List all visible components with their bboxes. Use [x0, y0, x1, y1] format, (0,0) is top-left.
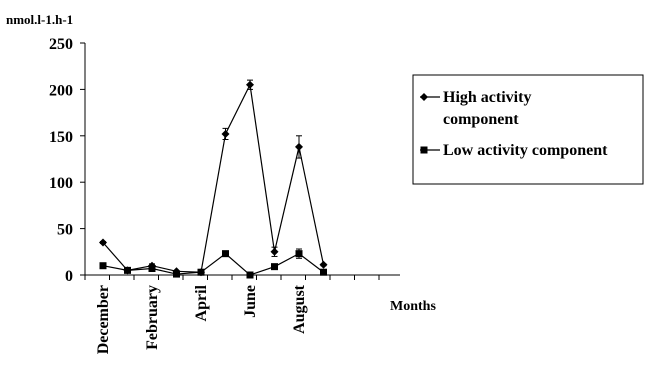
y-tick-label: 250: [49, 36, 73, 53]
y-tick-label: 50: [57, 222, 73, 239]
data-point: [271, 263, 278, 271]
data-point: [173, 270, 180, 278]
data-point: [270, 247, 279, 256]
x-tick-label: April: [193, 284, 210, 321]
x-tick-label: February: [144, 285, 161, 350]
series-2: [99, 248, 327, 279]
data-point: [124, 266, 131, 274]
data-point: [246, 271, 254, 279]
y-tick-label: 100: [49, 175, 73, 192]
data-point: [246, 80, 254, 89]
legend-item-2: Low activity component: [420, 142, 608, 159]
x-tick-label: August: [291, 284, 308, 334]
legend-marker: [420, 93, 428, 101]
data-point: [99, 238, 107, 247]
y-tick-label: 200: [49, 82, 73, 99]
data-point: [295, 142, 303, 151]
y-tick-label: 0: [65, 268, 73, 285]
legend-box: [412, 74, 644, 185]
x-tick-label: December: [95, 285, 112, 354]
x-ticks: December February April June August: [84, 275, 380, 354]
legend-marker: [420, 146, 428, 154]
data-point: [222, 250, 229, 258]
data-point: [320, 268, 327, 276]
legend-label: High activity component: [443, 89, 531, 128]
x-tick-label: June: [242, 285, 259, 318]
series-line: [102, 82, 325, 273]
data-point: [221, 129, 230, 138]
legend: High activity component Low activity compo…: [412, 74, 644, 185]
legend-item-1: High activity component: [420, 89, 531, 128]
y-unit-label: nmol.l-1.h-1: [6, 12, 73, 27]
data-point: [148, 265, 156, 273]
x-axis-title: Months: [390, 299, 436, 314]
data-point: [319, 260, 328, 269]
series-layer: [99, 79, 328, 279]
series-line: [102, 252, 324, 276]
data-point: [295, 250, 303, 258]
data-point: [99, 262, 107, 270]
series-1: [99, 79, 328, 277]
y-ticks: 0 50 100 150 200 250: [49, 36, 85, 285]
y-tick-label: 150: [49, 129, 73, 146]
axes: [84, 43, 400, 276]
legend-label: Low activity component: [443, 142, 608, 159]
data-point: [197, 268, 205, 276]
